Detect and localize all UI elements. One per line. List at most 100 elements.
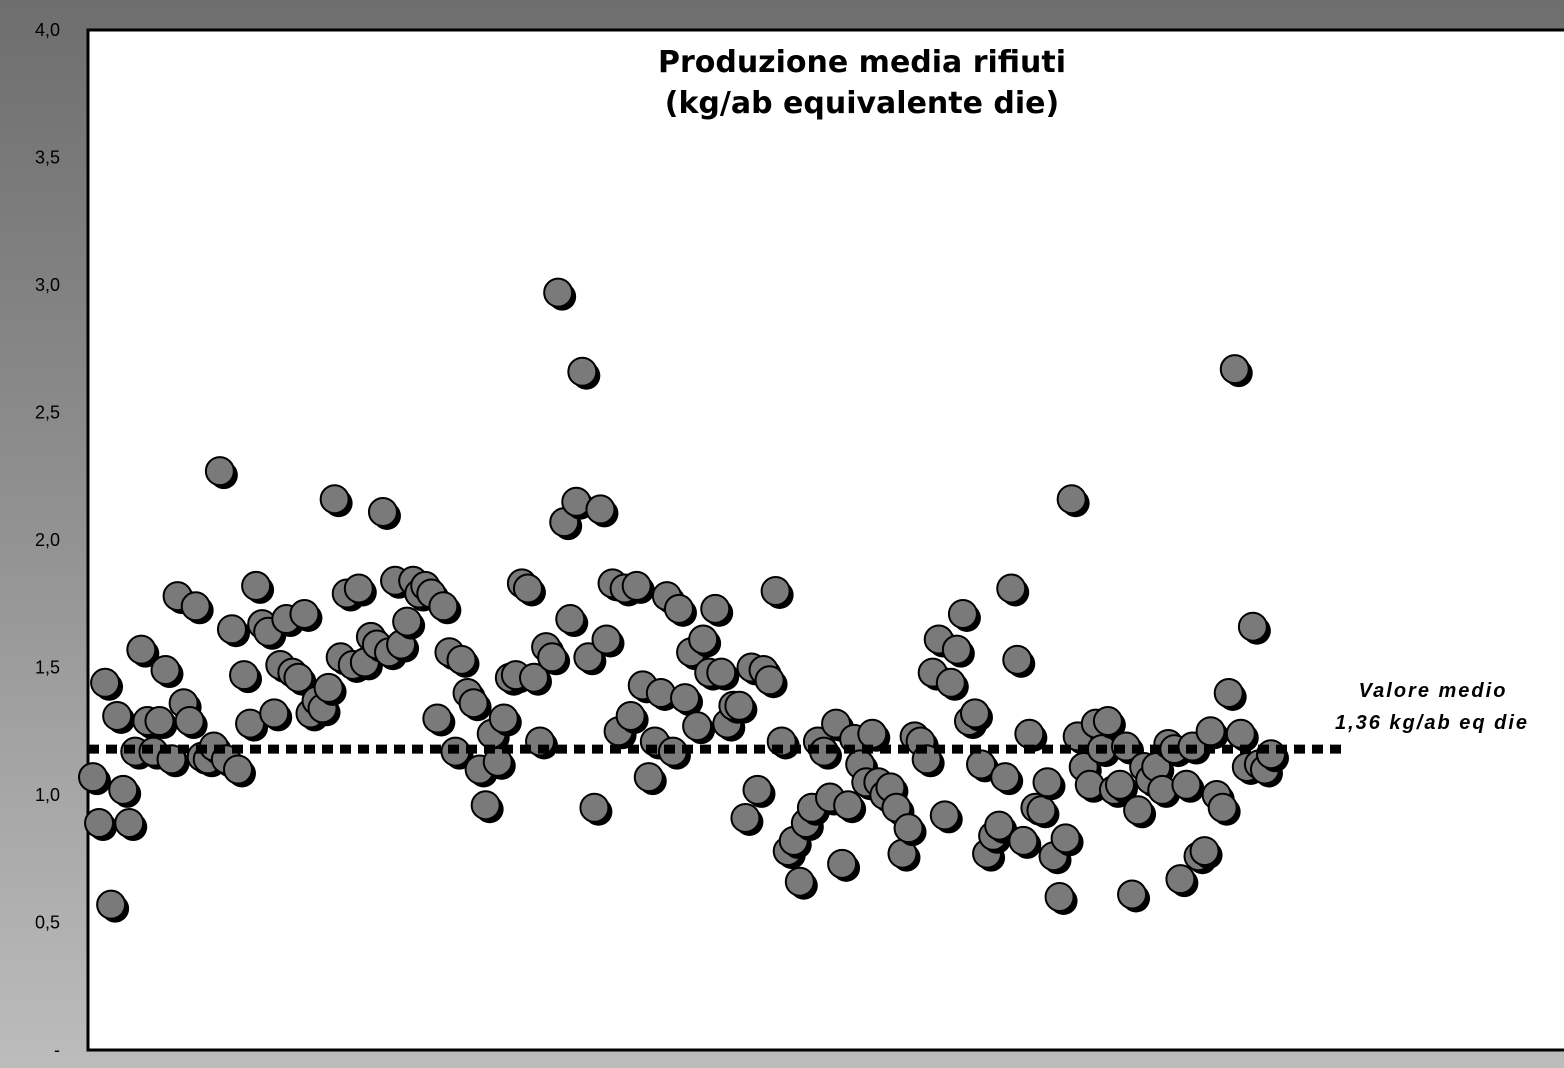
data-point xyxy=(1032,767,1066,801)
data-point xyxy=(1014,718,1048,752)
data-point xyxy=(1008,825,1042,859)
data-point-marker xyxy=(857,718,888,749)
data-point-marker xyxy=(1032,767,1063,798)
data-point-marker xyxy=(935,667,966,698)
data-point-marker xyxy=(567,356,598,387)
data-point xyxy=(1050,823,1084,857)
y-tick-label: 4,0 xyxy=(35,20,60,40)
title-line-2: (kg/ab equivalente die) xyxy=(665,86,1059,121)
data-point xyxy=(283,662,317,696)
data-point-marker xyxy=(615,700,646,731)
data-point xyxy=(180,591,214,625)
data-point-marker xyxy=(663,593,694,624)
data-point-marker xyxy=(742,774,773,805)
data-point xyxy=(1213,678,1247,711)
data-point xyxy=(754,665,788,699)
data-point xyxy=(579,792,613,826)
data-point xyxy=(241,570,275,604)
data-point xyxy=(1189,836,1223,870)
data-point-marker xyxy=(96,889,127,920)
data-point xyxy=(1104,769,1138,803)
data-point xyxy=(996,573,1030,607)
data-point-marker xyxy=(730,802,761,833)
y-tick-label: 3,5 xyxy=(35,148,60,168)
data-point xyxy=(990,762,1024,796)
data-point-marker xyxy=(591,624,622,655)
data-point xyxy=(96,889,130,923)
data-point-marker xyxy=(784,866,815,897)
data-point-marker xyxy=(573,642,604,673)
y-tick-label: - xyxy=(54,1040,60,1060)
data-point-marker xyxy=(833,790,864,821)
data-point xyxy=(343,573,377,607)
data-point xyxy=(1237,611,1271,645)
data-point-marker xyxy=(90,667,121,698)
data-point-marker xyxy=(204,456,235,487)
data-point-marker xyxy=(1056,484,1087,515)
data-point xyxy=(959,698,993,732)
data-point xyxy=(585,494,619,528)
data-point xyxy=(784,866,818,900)
y-tick-label: 0,5 xyxy=(35,913,60,933)
data-point-marker xyxy=(754,665,785,696)
data-point-marker xyxy=(1074,769,1105,800)
data-point-marker xyxy=(682,711,713,742)
data-point-marker xyxy=(543,277,574,308)
data-point-marker xyxy=(670,683,701,714)
data-point xyxy=(1165,864,1199,898)
data-point-marker xyxy=(367,496,398,527)
data-point-marker xyxy=(827,848,858,879)
y-tick-label: 2,5 xyxy=(35,403,60,423)
data-point xyxy=(688,624,722,658)
data-point xyxy=(760,576,794,609)
data-point-marker xyxy=(1147,774,1178,805)
data-point xyxy=(313,672,347,706)
data-point xyxy=(645,678,679,711)
data-point-marker xyxy=(621,570,652,601)
data-point xyxy=(633,762,667,796)
data-point xyxy=(730,802,764,836)
data-point-marker xyxy=(518,662,549,693)
data-point xyxy=(102,700,136,734)
data-point-marker xyxy=(1008,825,1039,856)
data-point-marker xyxy=(259,698,290,729)
data-point-marker xyxy=(422,703,453,734)
data-point xyxy=(700,593,734,627)
data-point-marker xyxy=(488,703,519,734)
data-point xyxy=(941,634,975,668)
data-point-marker xyxy=(216,614,247,645)
data-point-marker xyxy=(984,810,1015,841)
data-point xyxy=(422,703,456,737)
data-point-marker xyxy=(941,634,972,665)
data-point-marker xyxy=(1092,706,1123,737)
data-point-marker xyxy=(1002,644,1033,675)
data-point xyxy=(126,634,160,668)
data-point xyxy=(827,848,861,882)
data-point xyxy=(1225,718,1259,752)
data-point xyxy=(1123,795,1157,829)
data-point-marker xyxy=(1213,678,1244,708)
data-point xyxy=(591,624,625,658)
annotation-line-1: Valore medio xyxy=(1359,680,1508,702)
data-point-marker xyxy=(446,644,477,675)
data-point-marker xyxy=(996,573,1027,604)
data-point xyxy=(567,356,601,390)
data-point-marker xyxy=(724,690,755,721)
data-point-marker xyxy=(688,624,719,655)
data-point-marker xyxy=(579,792,610,823)
data-point xyxy=(1092,706,1126,740)
data-point xyxy=(833,790,867,824)
data-point-marker xyxy=(1123,795,1154,826)
chart-title: Produzione media rifiuti (kg/ab equivale… xyxy=(658,45,1066,121)
data-point-marker xyxy=(700,593,731,624)
data-point xyxy=(367,496,401,530)
data-point-marker xyxy=(319,484,350,515)
data-point-marker xyxy=(126,634,157,665)
data-point-marker xyxy=(585,494,616,525)
data-point-marker xyxy=(114,808,145,839)
data-point xyxy=(555,604,589,638)
data-point xyxy=(1026,795,1060,829)
data-point-marker xyxy=(102,700,133,731)
data-point-marker xyxy=(1171,769,1202,800)
data-point xyxy=(90,667,124,701)
